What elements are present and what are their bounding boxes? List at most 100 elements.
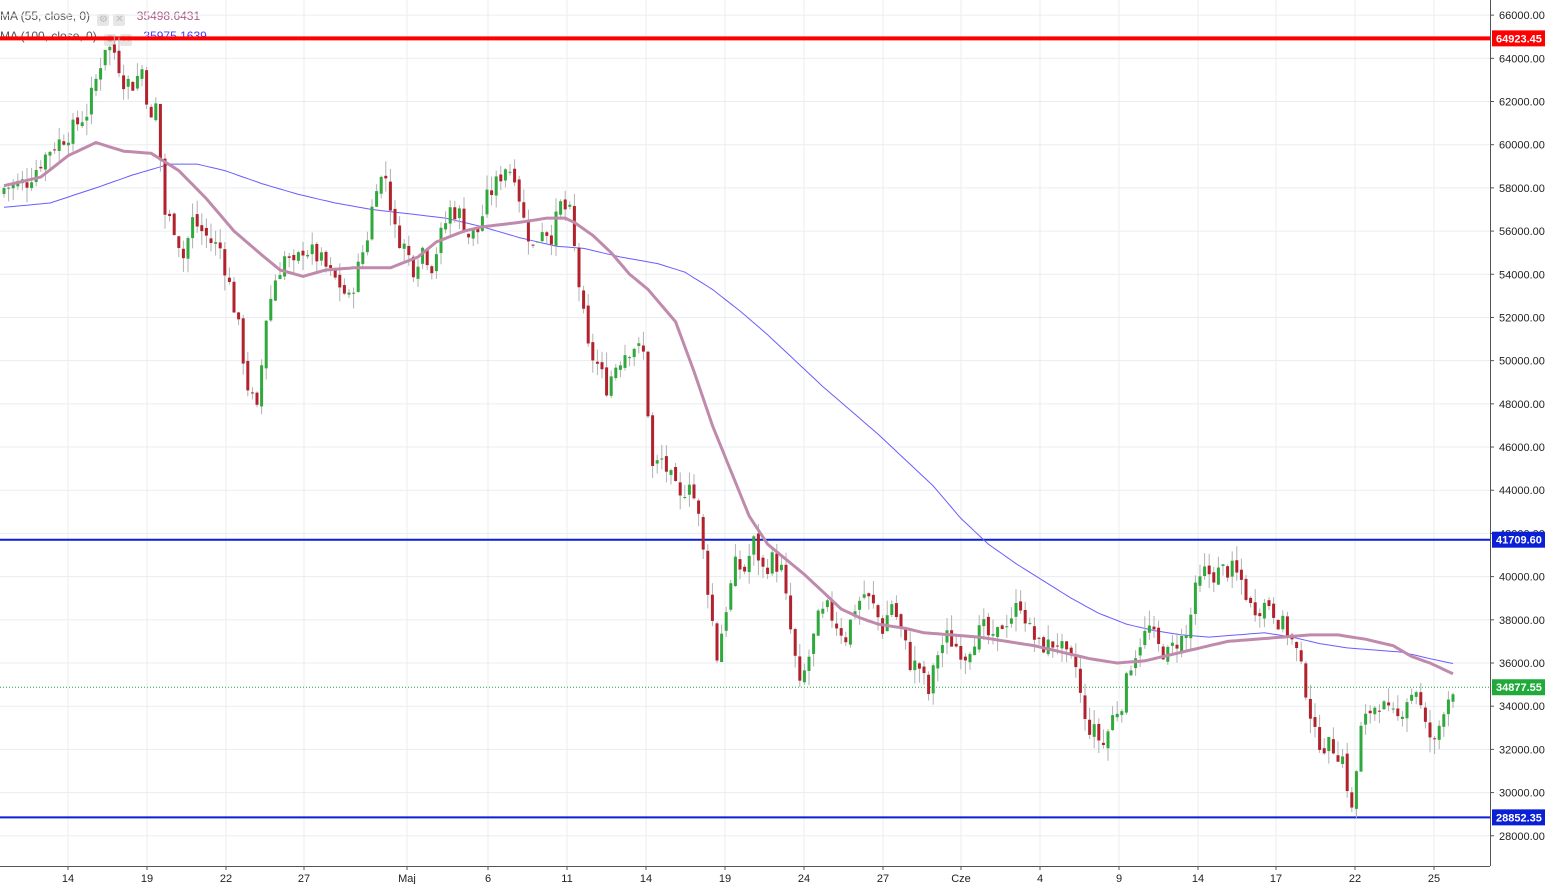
candle-body	[1276, 619, 1280, 630]
candle-body	[1354, 771, 1358, 809]
candle-body	[122, 75, 126, 90]
candle-body	[1189, 614, 1193, 639]
candle-body	[1304, 663, 1308, 698]
candle-body	[752, 536, 756, 555]
candle-body	[1088, 719, 1092, 735]
candle-body	[761, 557, 765, 567]
candle-body	[802, 670, 806, 683]
candle-body	[1230, 560, 1234, 577]
candle-body	[1327, 737, 1331, 752]
candle-body	[154, 103, 158, 121]
candle-body	[375, 191, 379, 207]
candle-body	[416, 266, 420, 279]
candle-body	[563, 199, 567, 210]
candle-body	[53, 149, 57, 151]
candle-body	[223, 249, 227, 276]
candle-body	[908, 641, 912, 671]
candle-body	[692, 484, 696, 499]
candle-body	[1184, 635, 1188, 639]
candle-body	[628, 357, 632, 359]
candle-body	[444, 223, 448, 230]
candle-body	[793, 629, 797, 656]
candle-body	[1359, 725, 1363, 772]
candle-body	[1423, 707, 1427, 722]
time-tick-label: 4	[1037, 873, 1043, 884]
candle-body	[370, 206, 374, 240]
candle-body	[1428, 722, 1432, 738]
price-tag	[1492, 531, 1545, 548]
price-tag-label: 41709.60	[1496, 535, 1542, 547]
candle-body	[913, 660, 917, 671]
candle-body	[1387, 702, 1391, 706]
candle-body	[1212, 572, 1216, 583]
candle-body	[158, 103, 162, 161]
time-tick-label: 22	[220, 873, 232, 884]
price-tag	[1492, 809, 1545, 826]
candle-body	[1000, 625, 1004, 630]
candle-body	[963, 656, 967, 661]
price-tick-label: 62000.00	[1499, 97, 1545, 109]
candle-body	[637, 343, 641, 346]
candle-body	[812, 633, 816, 654]
candle-body	[43, 154, 47, 170]
price-tick-label: 30000.00	[1499, 788, 1545, 800]
candle-body	[641, 345, 645, 352]
candle-body	[945, 630, 949, 643]
candle-body	[301, 250, 305, 256]
candle-body	[1028, 623, 1032, 625]
candle-body	[835, 623, 839, 629]
candle-body	[1143, 630, 1147, 646]
candle-body	[710, 594, 714, 621]
candle-body	[467, 233, 471, 238]
candle-body	[807, 656, 811, 671]
price-tick-label: 54000.00	[1499, 269, 1545, 281]
candle-body	[7, 187, 11, 189]
candle-body	[890, 604, 894, 615]
candle-body	[1253, 602, 1257, 616]
ma55-line	[3, 141, 1454, 676]
candle-body	[568, 204, 572, 207]
time-tick-label: 22	[1349, 873, 1361, 884]
candle-body	[991, 634, 995, 636]
candle-body	[503, 169, 507, 181]
close-icon[interactable]: ✕	[113, 14, 126, 26]
candle-body	[536, 241, 540, 243]
candle-body	[927, 674, 931, 695]
time-tick-label: Maj	[398, 873, 416, 884]
candle-body	[1175, 644, 1179, 649]
candle-body	[1207, 565, 1211, 575]
price-tag	[1492, 30, 1545, 47]
price-tag-label: 28852.35	[1496, 812, 1542, 824]
gear-icon[interactable]: ⚙	[97, 14, 110, 26]
candle-body	[25, 182, 29, 188]
candle-body	[315, 243, 319, 262]
candle-body	[85, 116, 89, 121]
candle-body	[250, 392, 254, 394]
candle-body	[186, 238, 190, 259]
candle-body	[76, 117, 80, 125]
candle-body	[1138, 647, 1142, 656]
candle-body	[614, 367, 618, 378]
candle-body	[701, 516, 705, 550]
candle-body	[1308, 698, 1312, 719]
candle-body	[1281, 615, 1285, 630]
candle-body	[356, 261, 360, 292]
candle-body	[1101, 742, 1105, 746]
time-tick-label: 19	[141, 873, 153, 884]
candle-body	[1267, 600, 1271, 607]
candle-body	[706, 550, 710, 595]
price-tag-label: 34877.55	[1496, 682, 1542, 694]
candle-body	[1060, 641, 1064, 649]
candle-body	[361, 252, 365, 264]
candle-body	[973, 646, 977, 656]
candle-body	[609, 376, 613, 396]
candle-body	[1377, 710, 1381, 712]
candle-body	[1097, 723, 1101, 741]
candle-body	[448, 207, 452, 224]
price-tick-label: 66000.00	[1499, 10, 1545, 22]
candle-body	[204, 227, 208, 236]
price-axis-bg	[1490, 0, 1546, 884]
candle-body	[572, 206, 576, 247]
ma100-path	[3, 163, 1454, 664]
